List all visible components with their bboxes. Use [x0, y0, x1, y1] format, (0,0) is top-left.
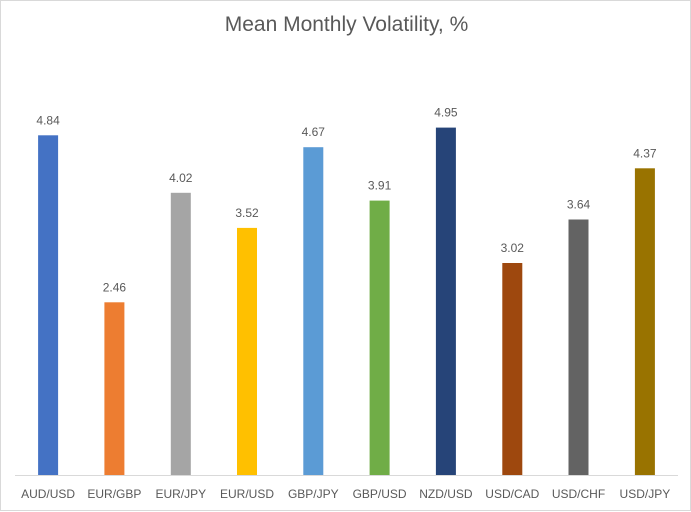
data-label: 4.84	[36, 113, 60, 127]
x-tick-label: EUR/USD	[220, 487, 274, 501]
bar-usd-chf	[568, 219, 589, 475]
data-label: 4.37	[633, 146, 657, 160]
bar-gbp-jpy	[303, 147, 324, 475]
x-tick-label: NZD/USD	[419, 487, 473, 501]
data-label: 3.02	[501, 241, 525, 255]
bar-usd-jpy	[634, 168, 655, 476]
data-label: 3.91	[368, 179, 392, 193]
x-tick-label: EUR/GBP	[87, 487, 141, 501]
data-label: 4.95	[434, 106, 458, 120]
data-label: 4.67	[302, 125, 326, 139]
chart-title: Mean Monthly Volatility, %	[224, 13, 469, 36]
bar-eur-usd	[237, 227, 257, 475]
data-label: 3.52	[235, 206, 259, 220]
bar-aud-usd	[38, 135, 59, 476]
x-tick-label: USD/CAD	[485, 487, 539, 501]
x-tick-label: GBP/USD	[353, 487, 407, 501]
x-tick-label: GBP/JPY	[288, 487, 339, 501]
data-label: 4.02	[169, 171, 193, 185]
x-tick-label: USD/JPY	[620, 487, 671, 501]
bar-nzd-usd	[435, 127, 456, 475]
bar-usd-cad	[502, 263, 523, 475]
bar-eur-gbp	[104, 302, 125, 475]
x-tick-label: USD/CHF	[552, 487, 605, 501]
x-tick-label: EUR/JPY	[155, 487, 206, 501]
data-label: 2.46	[103, 280, 127, 294]
data-label: 3.64	[567, 198, 591, 212]
bar-eur-jpy	[170, 192, 191, 476]
bar-gbp-usd	[369, 200, 390, 475]
x-tick-label: AUD/USD	[21, 487, 75, 501]
